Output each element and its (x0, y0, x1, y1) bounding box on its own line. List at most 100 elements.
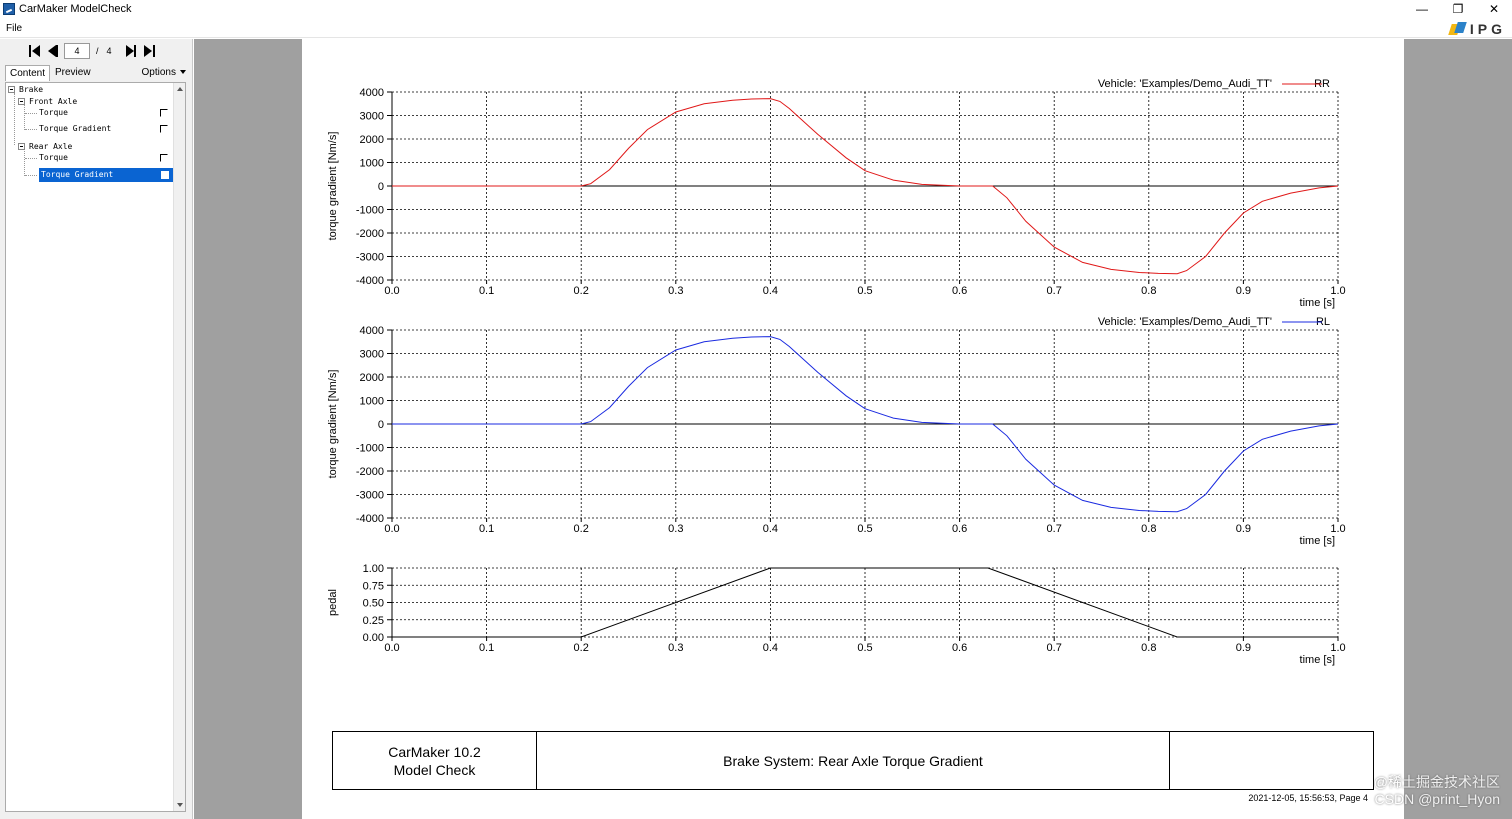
x-tick-label: 0.7 (1047, 285, 1062, 297)
ipg-logo-text: IPG (1469, 21, 1506, 37)
document-area[interactable]: 0.0 0.1 0.2 0.3 0.4 0.5 0.6 0.7 0.8 0.9 1.0 4000 300… (194, 39, 1512, 819)
tree-connector (24, 149, 25, 176)
minimize-button[interactable]: — (1416, 2, 1428, 16)
x-tick-label: 0.3 (668, 642, 683, 654)
collapse-icon[interactable] (18, 143, 25, 150)
x-tick-label: 0.2 (574, 523, 589, 535)
x-tick-label: 0.5 (857, 285, 872, 297)
report-page: 0.0 0.1 0.2 0.3 0.4 0.5 0.6 0.7 0.8 0.9 1.0 4000 300… (302, 39, 1404, 819)
tree-connector (25, 129, 37, 130)
x-tick-label: 0.7 (1047, 642, 1062, 654)
legend-series-name: RR (1314, 78, 1330, 90)
tree-connector (25, 158, 37, 159)
x-tick-label: 0.9 (1236, 523, 1251, 535)
report-date-page: 2021-12-05, 15:56:53, Page 4 (1248, 793, 1368, 803)
series-line-rr (392, 98, 1339, 275)
tree-item-front-torque[interactable]: Torque (39, 106, 175, 120)
watermark-line2: CSDN @print_Hyon (1374, 791, 1500, 807)
legend-vehicle-label: Vehicle: 'Examples/Demo_Audi_TT' (1098, 316, 1272, 328)
y-tick-label: -1000 (356, 443, 384, 455)
watermark: @稀土掘金技术社区 CSDN @print_Hyon (1374, 774, 1500, 808)
rear-torque-gradient-checkbox[interactable] (161, 171, 169, 179)
y-tick-label: 0 (378, 419, 384, 431)
tree-item-label: Torque (39, 108, 68, 117)
x-tick-label: 0.5 (857, 642, 872, 654)
window-title: CarMaker ModelCheck (19, 3, 132, 15)
page-number-input[interactable]: 4 (64, 43, 90, 59)
y-axis-label: pedal (327, 589, 339, 616)
front-torque-gradient-checkbox[interactable] (160, 125, 168, 133)
y-tick-label: 0.00 (363, 632, 384, 644)
x-tick-label: 0.4 (763, 523, 778, 535)
x-tick-label: 0.7 (1047, 523, 1062, 535)
menu-file[interactable]: File (6, 23, 23, 34)
y-tick-label: -1000 (356, 205, 384, 217)
tree-connector (24, 104, 25, 130)
y-tick-label: 1.00 (363, 563, 384, 575)
x-tick-label: 0.3 (668, 523, 683, 535)
tree-item-front-torque-gradient[interactable]: Torque Gradient (39, 122, 175, 136)
tree-item-rear-torque-gradient[interactable]: Torque Gradient (39, 168, 174, 182)
x-tick-label: 0.9 (1236, 642, 1251, 654)
series-line-pedal (392, 567, 1338, 638)
last-page-icon[interactable] (142, 44, 156, 58)
scroll-down-icon[interactable] (175, 800, 185, 810)
x-tick-label: 0.8 (1141, 285, 1156, 297)
front-torque-checkbox[interactable] (160, 109, 168, 117)
first-page-icon[interactable] (28, 44, 42, 58)
charts-canvas: 0.0 0.1 0.2 0.3 0.4 0.5 0.6 0.7 0.8 0.9 1.0 4000 300… (327, 78, 1346, 666)
y-tick-label: -4000 (356, 513, 384, 525)
y-tick-label: 0 (378, 181, 384, 193)
y-tick-label: 0.25 (363, 615, 384, 627)
y-tick-label: -3000 (356, 490, 384, 502)
restore-button[interactable]: ❐ (1452, 2, 1464, 16)
report-footer-table: CarMaker 10.2 Model Check Brake System: … (332, 731, 1374, 790)
page-navigator: 4 / 4 (28, 42, 160, 60)
content-tree: Brake Front Axle Torque Torque Gradient … (5, 82, 186, 812)
tree-item-label: Front Axle (29, 97, 78, 106)
legend-vehicle-label: Vehicle: 'Examples/Demo_Audi_TT' (1098, 78, 1272, 90)
y-tick-label: 0.75 (363, 580, 384, 592)
scroll-up-icon[interactable] (175, 84, 185, 94)
x-axis-label: time [s] (1300, 297, 1335, 309)
x-axis-label: time [s] (1300, 654, 1335, 666)
y-tick-label: 3000 (360, 111, 384, 123)
x-axis-label: time [s] (1300, 535, 1335, 547)
tree-connector (25, 175, 37, 176)
x-tick-label: 0.9 (1236, 285, 1251, 297)
y-tick-label: 2000 (360, 372, 384, 384)
footer-product-line1: CarMaker 10.2 (388, 743, 481, 760)
tab-preview[interactable]: Preview (55, 67, 91, 78)
footer-extra-cell (1170, 732, 1373, 789)
y-tick-label: 2000 (360, 134, 384, 146)
previous-page-icon[interactable] (46, 44, 60, 58)
app-icon (3, 3, 15, 15)
collapse-icon[interactable] (18, 98, 25, 105)
tree-item-label: Torque Gradient (41, 170, 114, 179)
x-tick-label: 0.6 (952, 285, 967, 297)
x-tick-label: 1.0 (1330, 523, 1345, 535)
tree-connector (25, 113, 37, 114)
close-button[interactable]: ✕ (1488, 2, 1500, 16)
x-tick-label: 0.4 (763, 642, 778, 654)
y-tick-label: -4000 (356, 275, 384, 287)
panel-tabs: Content Preview Options (3, 65, 190, 81)
options-dropdown[interactable]: Options (142, 67, 186, 78)
tree-scrollbar[interactable] (173, 83, 185, 811)
footer-product-cell: CarMaker 10.2 Model Check (333, 732, 537, 789)
left-panel: 4 / 4 Content Preview Options Brake (0, 39, 193, 819)
series-line-rl (392, 336, 1339, 513)
tree-item-label: Brake (19, 85, 44, 94)
tree-item-label: Torque Gradient (39, 124, 112, 133)
y-tick-label: 1000 (360, 158, 384, 170)
tree-item-rear-torque[interactable]: Torque (39, 151, 175, 165)
next-page-icon[interactable] (124, 44, 138, 58)
window-controls: — ❐ ✕ (1404, 0, 1512, 18)
x-tick-label: 0.6 (952, 523, 967, 535)
tab-content[interactable]: Content (5, 65, 51, 81)
x-tick-label: 0.8 (1141, 642, 1156, 654)
rear-torque-checkbox[interactable] (160, 154, 168, 162)
x-tick-label: 0.0 (384, 285, 399, 297)
y-tick-label: 3000 (360, 349, 384, 361)
collapse-icon[interactable] (8, 86, 15, 93)
